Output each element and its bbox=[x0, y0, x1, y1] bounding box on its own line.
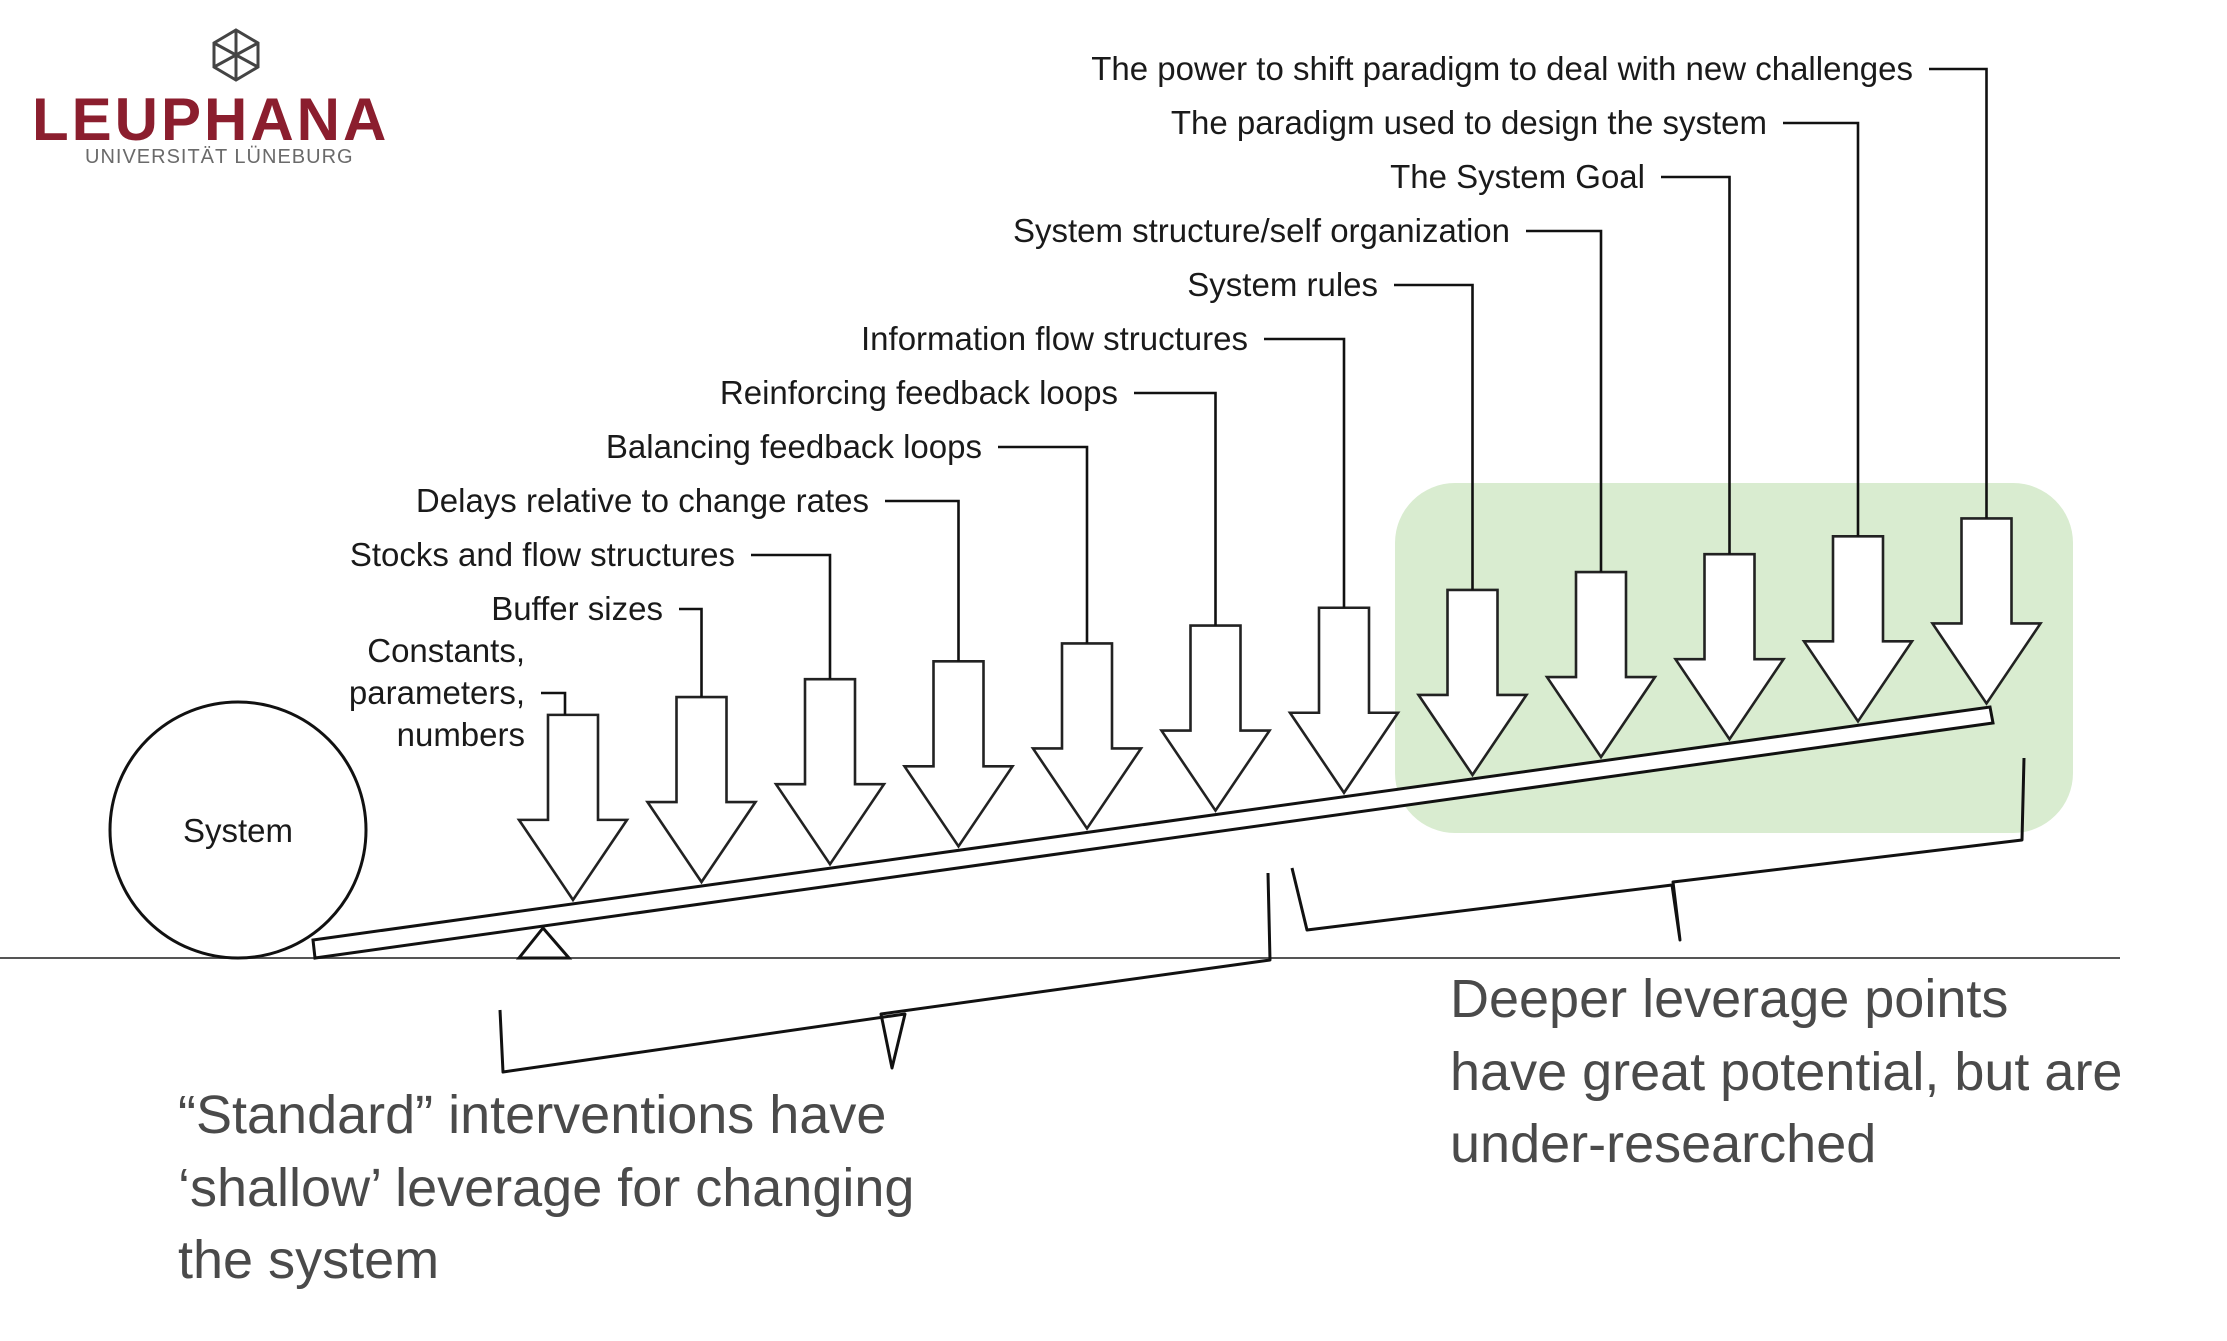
lever-leader-4 bbox=[885, 499, 960, 662]
deeper-caption-line-3: under-researched bbox=[1450, 1114, 1876, 1174]
lever-arrows bbox=[516, 517, 2043, 903]
lever-leader-2 bbox=[679, 607, 703, 698]
lever-label-11: The paradigm used to design the system bbox=[1171, 104, 1767, 141]
lever-label-7: Information flow structures bbox=[861, 320, 1248, 357]
lever-arrow-1 bbox=[516, 713, 630, 903]
standard-caption-line-1: “Standard” interventions have bbox=[178, 1085, 886, 1145]
lever-arrow-2 bbox=[645, 695, 758, 885]
system-ball: System bbox=[108, 700, 368, 960]
lever-label-1-line-1: Constants, bbox=[367, 632, 525, 669]
standard-caption-line-3: the system bbox=[178, 1230, 439, 1290]
lever-leader-8 bbox=[1394, 283, 1474, 590]
lever-arrow-12 bbox=[1930, 517, 2043, 706]
lever-leader-5 bbox=[998, 445, 1089, 644]
lever-leaders bbox=[541, 67, 1988, 715]
standard-caption-line-2: ‘shallow’ leverage for changing bbox=[178, 1158, 914, 1218]
lever-label-5: Balancing feedback loops bbox=[606, 428, 982, 465]
lever-label-12: The power to shift paradigm to deal with… bbox=[1091, 50, 1913, 87]
lever-label-2: Buffer sizes bbox=[491, 590, 663, 627]
lever-arrow-11 bbox=[1801, 535, 1915, 724]
logo-name: LEUPHANA bbox=[32, 86, 389, 153]
lever-leader-11 bbox=[1783, 121, 1860, 537]
logo: LEUPHANA UNIVERSITÄT LÜNEBURG bbox=[32, 28, 389, 168]
lever-leader-1 bbox=[541, 691, 567, 715]
lever-arrow-8 bbox=[1416, 588, 1529, 778]
deeper-caption-line-1: Deeper leverage points bbox=[1450, 969, 2008, 1029]
lever-arrow-5 bbox=[1030, 642, 1144, 831]
lever-label-4: Delays relative to change rates bbox=[416, 482, 869, 519]
lever-leader-6 bbox=[1134, 391, 1217, 626]
lever-label-1-line-3: numbers bbox=[397, 716, 525, 753]
lever-leader-3 bbox=[751, 553, 832, 680]
standard-brace bbox=[498, 872, 1272, 1074]
lever-arrow-10 bbox=[1673, 552, 1786, 742]
deeper-caption-line-2: have great potential, but are bbox=[1450, 1042, 2122, 1102]
lever-arrow-6 bbox=[1159, 624, 1272, 813]
hexagon-cube-icon bbox=[212, 28, 260, 82]
lever-arrow-7 bbox=[1287, 606, 1401, 796]
lever-arrow-3 bbox=[773, 677, 887, 867]
lever-label-8: System rules bbox=[1187, 266, 1378, 303]
lever-arrow-4 bbox=[902, 660, 1015, 849]
lever-leader-9 bbox=[1526, 229, 1603, 573]
lever-label-3: Stocks and flow structures bbox=[350, 536, 735, 573]
lever-beam bbox=[311, 705, 1995, 960]
lever-labels: Constants, parameters, numbers Buffer sizes… bbox=[349, 50, 1913, 753]
fulcrum bbox=[515, 925, 573, 960]
logo-subtitle: UNIVERSITÄT LÜNEBURG bbox=[85, 146, 354, 168]
lever-leader-7 bbox=[1264, 337, 1346, 608]
lever-label-10: The System Goal bbox=[1390, 158, 1645, 195]
lever-leader-12 bbox=[1929, 67, 1988, 519]
lever-label-1-line-2: parameters, bbox=[349, 674, 525, 711]
deeper-brace bbox=[1290, 757, 2026, 942]
lever-label-9: System structure/self organization bbox=[1013, 212, 1510, 249]
lever-leader-10 bbox=[1661, 175, 1731, 555]
system-label: System bbox=[183, 812, 293, 849]
lever-arrow-9 bbox=[1544, 570, 1658, 760]
lever-label-6: Reinforcing feedback loops bbox=[720, 374, 1118, 411]
